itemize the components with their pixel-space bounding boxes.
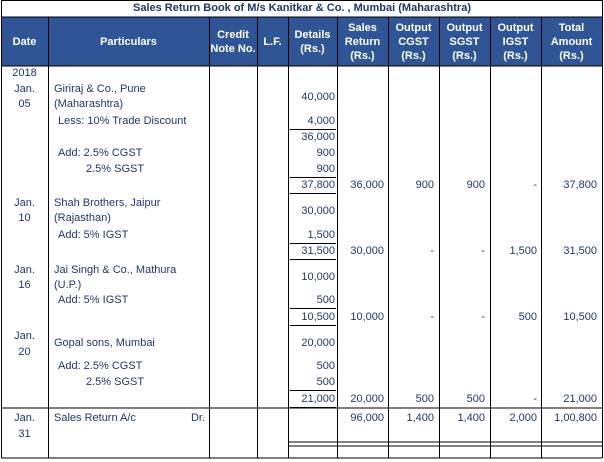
column-header: Total Amount (Rs.) (550, 21, 593, 62)
cgst-text: 900 (415, 179, 434, 191)
igst-text: 500 (518, 311, 537, 323)
particulars-text: 2.5% SGST (86, 163, 145, 175)
cgst-text: - (430, 245, 434, 257)
date-text: Jan. (14, 197, 35, 209)
header-band (1, 17, 602, 66)
particulars-text: (Maharashtra) (54, 98, 124, 110)
column-header: Output SGST (Rs.) (446, 21, 483, 62)
igst-text: - (533, 393, 537, 405)
sales-text: 96,000 (350, 412, 384, 424)
details-text: 1,500 (307, 229, 335, 241)
details-text: 10,000 (301, 271, 335, 283)
sales-text: 36,000 (350, 179, 384, 191)
title: Sales Return Book of M/s Kanitkar & Co. … (132, 2, 471, 14)
particulars-text: Add: 2.5% CGST (58, 147, 143, 159)
sales-text: 30,000 (350, 245, 384, 257)
date-text: Jan. (14, 330, 35, 342)
column-header: Output CGST (Rs.) (395, 21, 432, 62)
sgst-text: - (481, 245, 485, 257)
date-text: 16 (18, 279, 31, 291)
sgst-text: 900 (466, 179, 485, 191)
date-text: 2018 (12, 67, 37, 79)
particulars-text: Add: 2.5% CGST (58, 360, 143, 372)
details-text: 21,000 (301, 393, 335, 405)
column-header: Sales Return (Rs.) (344, 21, 381, 62)
particulars-text: Sales Return A/c (54, 412, 136, 424)
date-text: 31 (18, 428, 31, 440)
details-text: 31,500 (301, 245, 335, 257)
details-text: 40,000 (301, 91, 335, 103)
date-text: 20 (18, 346, 31, 358)
column-header: Date (12, 35, 37, 48)
details-text: 36,000 (301, 131, 335, 143)
total-text: 1,00,800 (554, 412, 597, 424)
date-text: Jan. (14, 412, 35, 424)
details-text: 900 (316, 163, 335, 175)
dr-text: Dr. (190, 412, 205, 424)
sgst-text: - (481, 311, 485, 323)
igst-text: - (533, 179, 537, 191)
details-text: 30,000 (301, 205, 335, 217)
total-text: 10,500 (563, 311, 597, 323)
particulars-text: Jai Singh & Co., Mathura (54, 264, 177, 276)
details-text: 500 (316, 294, 335, 306)
particulars-text: Less: 10% Trade Discount (58, 115, 187, 127)
particulars-text: (Rajasthan) (54, 212, 111, 224)
details-text: 4,000 (307, 115, 335, 127)
particulars-text: Giriraj & Co., Pune (54, 83, 146, 95)
details-text: 20,000 (301, 337, 335, 349)
details-text: 500 (316, 360, 335, 372)
date-text: Jan. (14, 83, 35, 95)
details-text: 37,800 (301, 179, 335, 191)
sales-text: 10,000 (350, 311, 384, 323)
details-text: 500 (316, 376, 335, 388)
column-header: Details (Rs.) (294, 28, 331, 55)
details-text: 10,500 (301, 311, 335, 323)
particulars-text: Add: 5% IGST (58, 229, 129, 241)
total-text: 37,800 (563, 179, 597, 191)
sales-text: 20,000 (350, 393, 384, 405)
details-text: 900 (316, 147, 335, 159)
particulars-text: (U.P.) (54, 279, 82, 291)
column-header: L.F. (263, 35, 282, 48)
cgst-text: 500 (415, 393, 434, 405)
total-text: 21,000 (563, 393, 597, 405)
particulars-text: Add: 5% IGST (58, 294, 129, 306)
particulars-text: Shah Brothers, Jaipur (54, 197, 161, 209)
date-text: 05 (18, 98, 31, 110)
igst-text: 1,500 (509, 245, 537, 257)
column-header: Particulars (100, 35, 157, 48)
column-header: Output IGST (Rs.) (497, 21, 534, 62)
cgst-text: 1,400 (406, 412, 434, 424)
date-text: 10 (18, 212, 31, 224)
sgst-text: 500 (466, 393, 485, 405)
cgst-text: - (430, 311, 434, 323)
particulars-text: 2.5% SGST (86, 376, 145, 388)
column-header: Credit Note No. (210, 28, 256, 55)
sgst-text: 1,400 (457, 412, 485, 424)
date-text: Jan. (14, 264, 35, 276)
total-text: 31,500 (563, 245, 597, 257)
particulars-text: Gopal sons, Mumbai (54, 337, 155, 349)
igst-text: 2,000 (509, 412, 537, 424)
